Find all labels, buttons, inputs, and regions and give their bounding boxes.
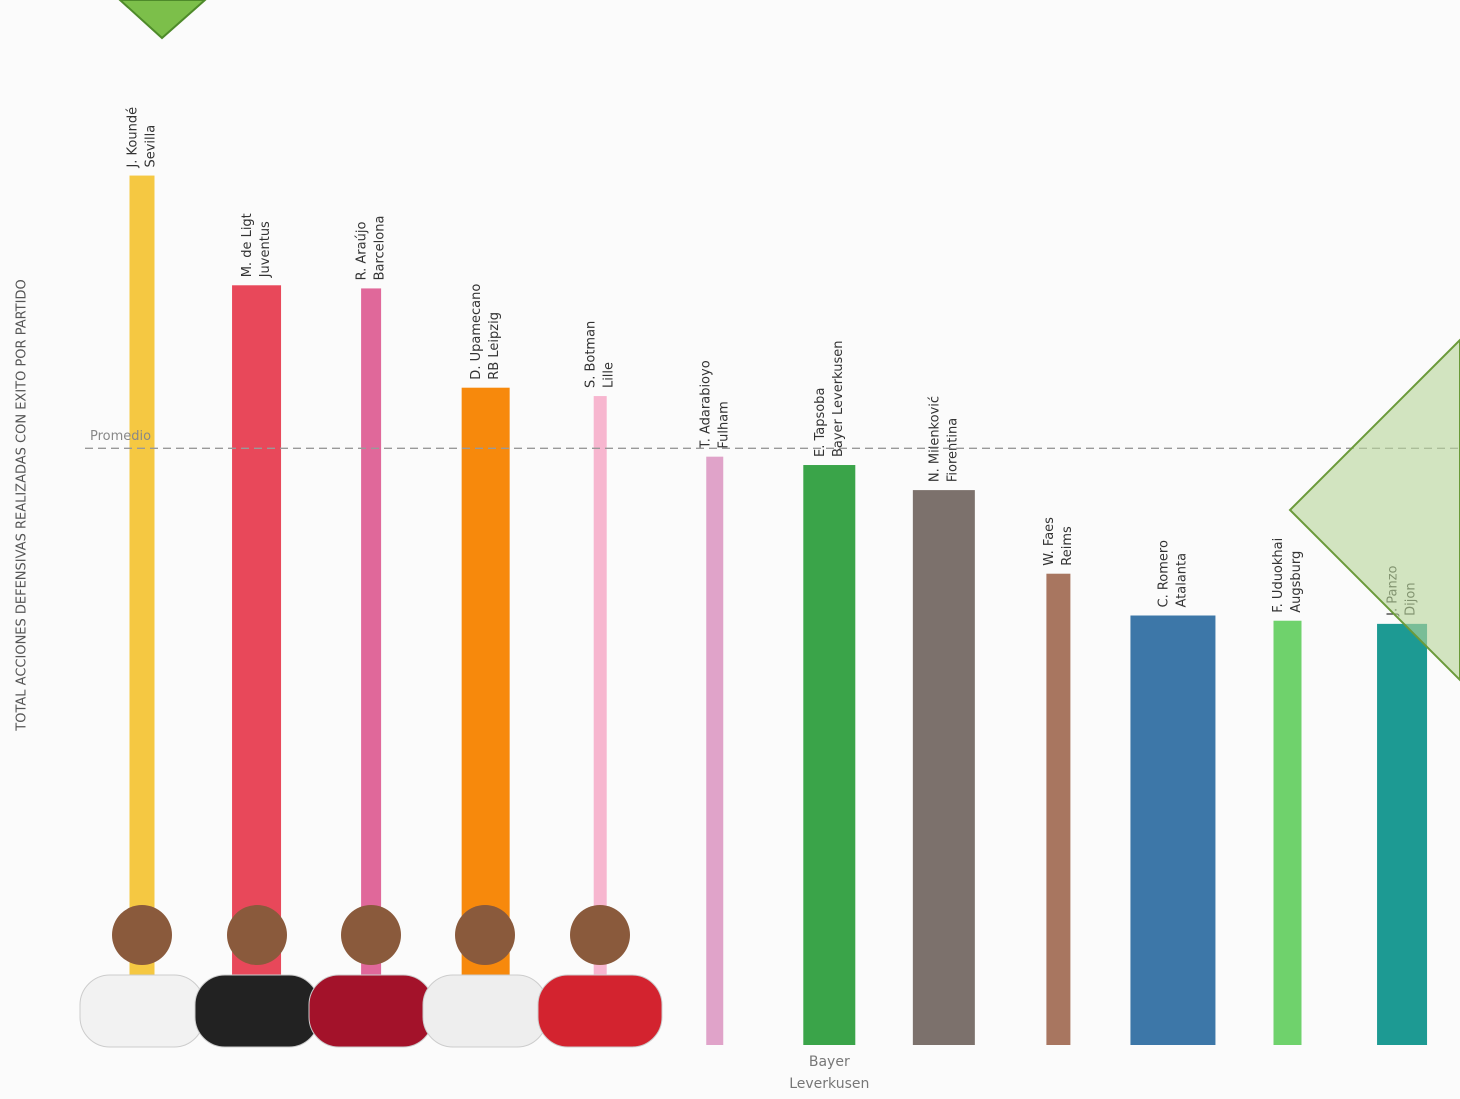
team-label: Bayer Leverkusen <box>831 341 846 457</box>
player-label: M. de Ligt <box>240 213 255 277</box>
team-label: Lille <box>602 362 617 388</box>
bar <box>1046 573 1071 1045</box>
player-label: E. Tapsoba <box>813 388 828 457</box>
reference-label: Promedio <box>90 429 151 444</box>
player-label: W. Faes <box>1042 517 1057 566</box>
photo <box>537 974 663 1048</box>
photo <box>112 905 172 965</box>
decoration <box>118 0 207 40</box>
player-label: S. Botman <box>584 321 599 388</box>
team-label: Juventus <box>258 221 273 278</box>
photo <box>79 974 205 1048</box>
team-label: Fiorentina <box>945 418 960 482</box>
team-label: Sevilla <box>144 125 159 168</box>
x-tick-label: Bayer Leverkusen <box>789 1054 869 1092</box>
photo <box>455 905 515 965</box>
photo <box>341 905 401 965</box>
photo <box>422 974 548 1048</box>
player-label: T. Adarabioyo <box>698 360 713 449</box>
bar <box>706 456 724 1045</box>
player-label: J. Koundé <box>126 107 141 169</box>
player-label: D. Upamecano <box>469 284 484 380</box>
team-label: Reims <box>1060 526 1075 566</box>
y-axis-title: TOTAL ACCIONES DEFENSIVAS REALIZADAS CON… <box>15 279 30 731</box>
decoration <box>1288 338 1460 682</box>
team-label: Augsburg <box>1289 551 1304 613</box>
team-label: Fulham <box>716 401 731 449</box>
bar <box>803 465 856 1045</box>
photo <box>227 905 287 965</box>
bar <box>912 490 975 1046</box>
player-label: R. Araújo <box>355 222 370 281</box>
team-label: RB Leipzig <box>487 312 502 380</box>
player-label: F. Uduokhai <box>1271 538 1286 613</box>
bar <box>361 288 382 1045</box>
bar <box>1273 620 1302 1045</box>
photo <box>308 974 434 1048</box>
bar <box>1130 615 1216 1045</box>
bar <box>129 175 155 1045</box>
team-label: Atalanta <box>1174 553 1189 608</box>
player-label: C. Romero <box>1156 540 1171 607</box>
plot: J. Koundé Sevilla M. de Ligt Juventus R. Ara… <box>79 107 1460 1092</box>
photo <box>570 905 630 965</box>
player-label: N. Milenković <box>927 396 942 482</box>
bar <box>1377 623 1428 1045</box>
photo <box>194 974 320 1048</box>
team-label: Barcelona <box>373 216 388 281</box>
bar <box>593 396 607 1045</box>
